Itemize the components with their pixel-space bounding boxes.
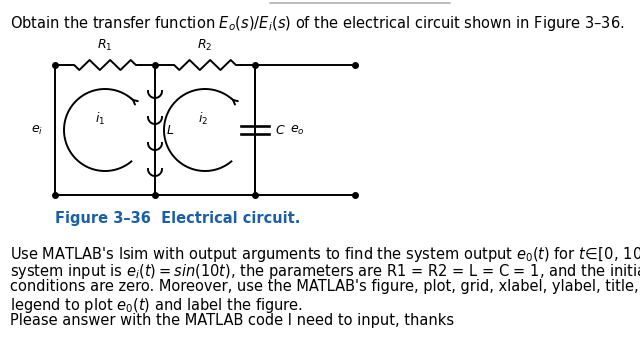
Text: $R_2$: $R_2$: [197, 38, 212, 53]
Text: system input is $e_i(t) = sin(10t)$, the parameters are R1 = R2 = L = C = 1, and: system input is $e_i(t) = sin(10t)$, the…: [10, 262, 640, 281]
Text: $e_o$: $e_o$: [290, 124, 305, 137]
Text: legend to plot $e_0(t)$ and label the figure.: legend to plot $e_0(t)$ and label the fi…: [10, 296, 303, 315]
Text: Use MATLAB's lsim with output arguments to find the system output $e_0(t)$ for $: Use MATLAB's lsim with output arguments …: [10, 245, 640, 264]
Text: $R_1$: $R_1$: [97, 38, 113, 53]
Text: $C$: $C$: [275, 124, 285, 137]
Text: $L$: $L$: [166, 124, 174, 137]
Text: $i_1$: $i_1$: [95, 111, 105, 127]
Text: Obtain the transfer function $E_o(s)/E_i(s)$ of the electrical circuit shown in : Obtain the transfer function $E_o(s)/E_i…: [10, 14, 625, 33]
Text: $e_i$: $e_i$: [31, 124, 43, 137]
Text: Please answer with the MATLAB code I need to input, thanks: Please answer with the MATLAB code I nee…: [10, 313, 454, 328]
Text: Figure 3–36  Electrical circuit.: Figure 3–36 Electrical circuit.: [55, 211, 300, 226]
Text: conditions are zero. Moreover, use the MATLAB's figure, plot, grid, xlabel, ylab: conditions are zero. Moreover, use the M…: [10, 279, 640, 294]
Text: $i_2$: $i_2$: [198, 111, 208, 127]
